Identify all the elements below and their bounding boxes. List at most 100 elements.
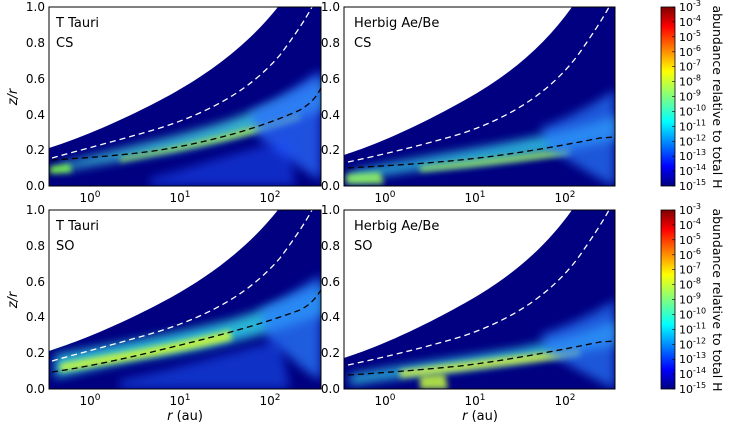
abundance-tail <box>540 90 615 186</box>
panel-ttauri-cs: T Tauri CS 1.0 0.8 0.6 0.4 0.2 0.0 <box>26 0 322 193</box>
y-tick: 0.8 <box>26 36 45 50</box>
abundance-peak <box>60 330 232 372</box>
abundance-inner <box>420 374 448 389</box>
y-tick: 1.0 <box>26 203 45 217</box>
heatmap-ttauri-so <box>49 210 321 389</box>
colorbar-tick-label: 10-12 <box>679 336 706 351</box>
contour-white <box>347 7 610 163</box>
colorbar-tick-label: 10-3 <box>679 202 701 217</box>
colorbar-tick-label: 10-10 <box>679 306 706 321</box>
colorbar-tick-label: 10-7 <box>679 59 701 74</box>
x-tick-1e1: 101 <box>169 393 190 408</box>
panel-label-molecule: CS <box>56 36 73 51</box>
abundance-tail <box>260 275 321 380</box>
colorbar-tick-label: 10-5 <box>679 232 701 247</box>
y-tick: 0.4 <box>321 108 340 122</box>
y-tick: 0.6 <box>26 72 45 86</box>
axes-frame <box>343 209 616 390</box>
y-axis-ticks: 1.0 0.8 0.6 0.4 0.2 0.0 <box>26 203 45 396</box>
contour-black <box>347 136 615 169</box>
y-axis-ticks: 1.0 0.8 0.6 0.4 0.2 0.0 <box>321 0 340 193</box>
colorbar-tick-label: 10-7 <box>679 262 701 277</box>
abundance-tail <box>250 70 321 180</box>
y-tick: 0.0 <box>26 179 45 193</box>
colorbar-title: abundance relative to total H <box>710 208 725 391</box>
panel-label-model: Herbig Ae/Be <box>354 16 439 31</box>
y-tick: 1.0 <box>321 203 340 217</box>
x-axis-ticks-bottom-right: 100 101 102 <box>374 393 575 408</box>
x-axis-ticks-bottom-left: 100 101 102 <box>79 393 280 408</box>
y-tick: 0.4 <box>26 108 45 122</box>
y-axis-title-bottom: z/r <box>6 290 21 309</box>
y-tick: 0.8 <box>26 239 45 253</box>
abundance-inner <box>346 172 384 184</box>
panel-ttauri-so: T Tauri SO 1.0 0.8 0.6 0.4 0.2 0.0 <box>26 203 322 396</box>
axes-frame <box>343 6 616 187</box>
y-axis-ticks: 1.0 0.8 0.6 0.4 0.2 0.0 <box>26 0 45 193</box>
x-tick-1e1: 101 <box>464 190 485 205</box>
colorbar-tick-label: 10-4 <box>679 217 701 232</box>
colorbar-tick-label: 10-9 <box>679 89 701 104</box>
x-axis-title-right: r (au) <box>462 409 498 424</box>
heatmap-herbig-so <box>344 210 615 389</box>
abundance-floor <box>120 340 290 389</box>
y-tick: 0.2 <box>321 143 340 157</box>
panel-label-molecule: SO <box>354 239 372 254</box>
abundance-peak <box>420 148 570 172</box>
y-tick: 0.2 <box>26 143 45 157</box>
x-tick-1e1: 101 <box>169 190 190 205</box>
contour-black <box>347 340 615 376</box>
x-tick-1e2: 102 <box>554 190 575 205</box>
y-tick: 0.6 <box>321 72 340 86</box>
colorbar-tick-label: 10-8 <box>679 277 701 292</box>
abundance-band <box>350 115 615 180</box>
panel-label-model: T Tauri <box>55 16 99 31</box>
contour-black <box>51 87 321 161</box>
abundance-peak <box>400 348 580 378</box>
y-axis-ticks: 1.0 0.8 0.6 0.4 0.2 0.0 <box>321 203 340 396</box>
panel-label-model: T Tauri <box>55 219 99 234</box>
abundance-floor <box>150 140 295 186</box>
y-axis-title-top: z/r <box>6 87 21 106</box>
x-tick-1e2: 102 <box>259 393 280 408</box>
colorbar-tick-label: 10-6 <box>679 247 701 262</box>
colorbar-tick-label: 10-11 <box>679 321 706 336</box>
colorbar-ticks-bottom: 10-310-410-510-610-710-810-910-1010-1110… <box>672 202 706 396</box>
y-tick: 0.2 <box>26 346 45 360</box>
colorbar-tick-label: 10-6 <box>679 44 701 59</box>
y-tick: 0.6 <box>321 275 340 289</box>
colorbar-tick-label: 10-15 <box>679 178 706 193</box>
y-tick: 0.6 <box>26 275 45 289</box>
colorbar-tick-label: 10-10 <box>679 103 706 118</box>
abundance-inner <box>50 164 72 174</box>
y-tick: 0.0 <box>321 179 340 193</box>
y-tick: 0.8 <box>321 239 340 253</box>
x-tick-1e0: 100 <box>374 190 395 205</box>
y-tick: 0.0 <box>321 382 340 396</box>
colorbar-ticks-top: 10-310-410-510-610-710-810-910-1010-1110… <box>672 0 706 193</box>
colorbar-tick-label: 10-14 <box>679 366 706 381</box>
x-tick-1e2: 102 <box>259 190 280 205</box>
x-tick-1e1: 101 <box>464 393 485 408</box>
y-tick: 1.0 <box>321 0 340 14</box>
x-tick-1e0: 100 <box>79 393 100 408</box>
heatmap-herbig-cs <box>344 7 615 186</box>
panel-label-molecule: SO <box>56 239 74 254</box>
y-tick: 1.0 <box>26 0 45 14</box>
colorbar-tick-label: 10-13 <box>679 148 706 163</box>
contour-white <box>347 210 610 366</box>
colorbar-tick-label: 10-13 <box>679 351 706 366</box>
x-axis-title-left: r (au) <box>167 409 203 424</box>
x-tick-1e0: 100 <box>374 393 395 408</box>
x-tick-1e0: 100 <box>79 190 100 205</box>
colorbar-tick-label: 10-8 <box>679 74 701 89</box>
colorbar-tick-label: 10-14 <box>679 163 706 178</box>
panel-herbig-cs: Herbig Ae/Be CS 1.0 0.8 0.6 0.4 0.2 0.0 <box>321 0 616 193</box>
y-tick: 0.2 <box>321 346 340 360</box>
axes-frame <box>48 209 322 390</box>
y-tick: 0.0 <box>26 382 45 396</box>
colorbar-bottom: abundance relative to total H <box>660 208 725 392</box>
panel-label-model: Herbig Ae/Be <box>354 219 439 234</box>
colorbar-title: abundance relative to total H <box>710 5 725 188</box>
